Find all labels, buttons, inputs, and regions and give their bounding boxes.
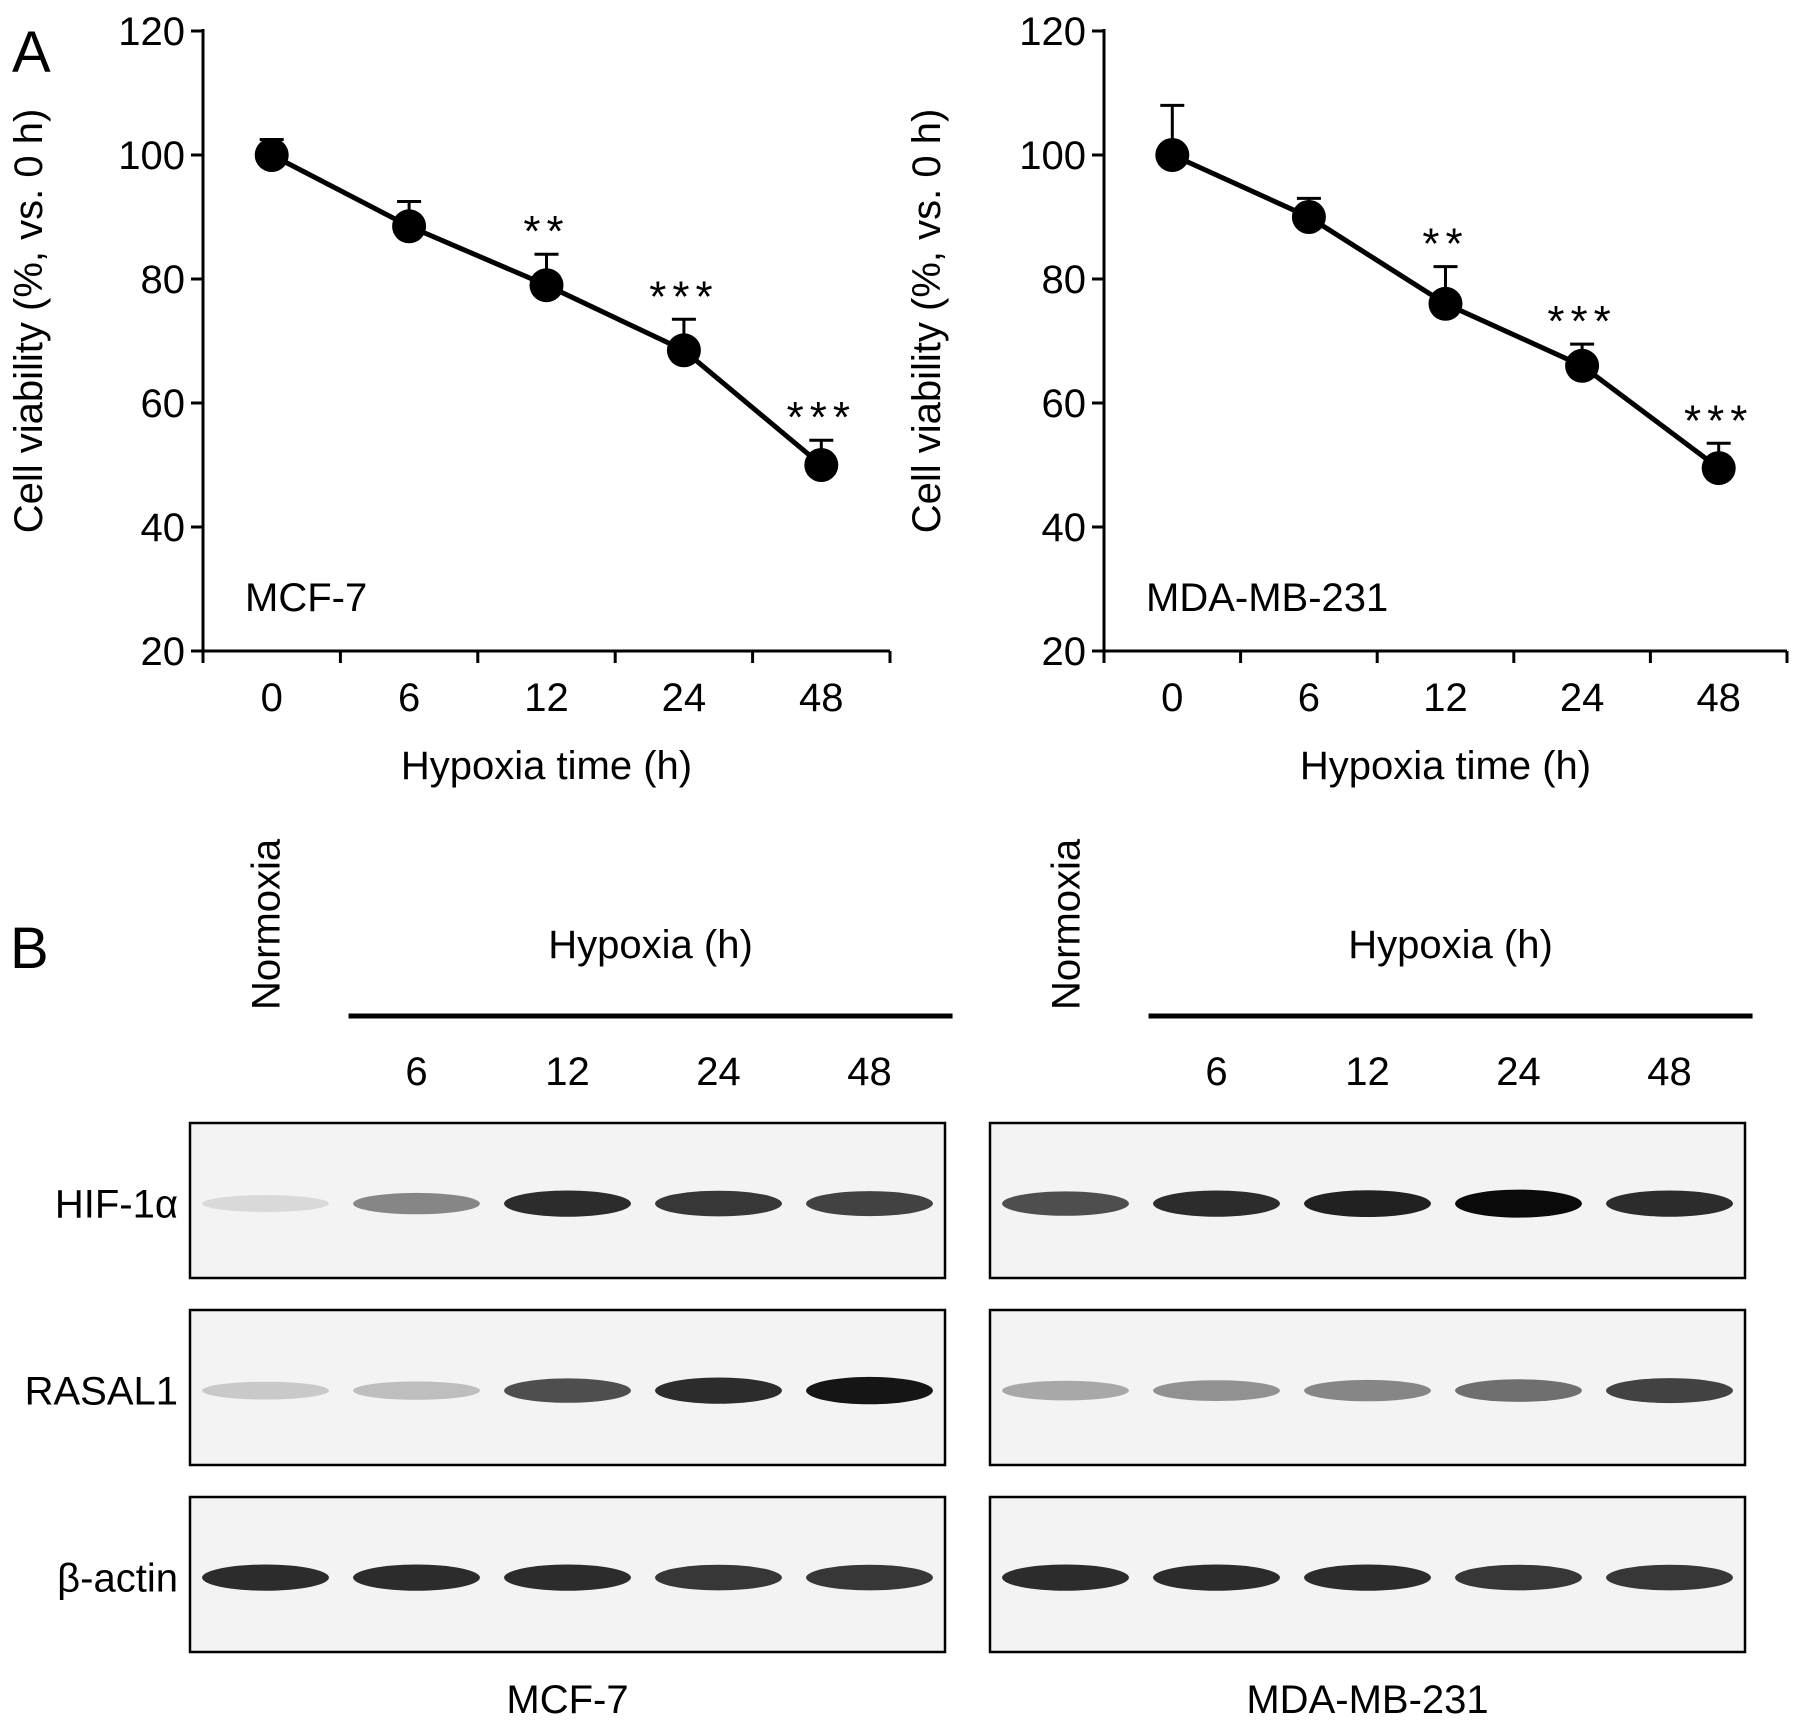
cell-line-label: MCF-7 — [506, 1678, 628, 1722]
blot-band — [1002, 1191, 1129, 1216]
data-point — [1565, 348, 1600, 383]
data-point — [1155, 138, 1190, 172]
blot-band — [504, 1564, 631, 1591]
panel-b-label: B — [10, 916, 49, 981]
blot-band — [1304, 1564, 1431, 1591]
x-tick-label: 24 — [1560, 676, 1605, 720]
y-axis-label: Cell viability (%, vs. 0 h) — [905, 109, 949, 534]
y-tick-label: 20 — [141, 630, 186, 674]
blot-band — [1455, 1564, 1582, 1591]
blot-band — [202, 1564, 329, 1591]
x-tick-label: 48 — [1696, 676, 1741, 720]
chart-mcf7: 20 40 60 80 100 120 0 6 12 24 48 Hypoxia time (h) Ce… — [7, 10, 892, 788]
blot-band — [1153, 1190, 1280, 1217]
y-tick-label: 40 — [141, 506, 186, 550]
significance-mark: *** — [649, 272, 718, 321]
y-tick-label: 120 — [118, 10, 185, 54]
blot-band — [504, 1190, 631, 1217]
blot-band — [353, 1192, 480, 1215]
blot-mdamb231: Normoxia Hypoxia (h) 6 12 24 48 MDA-MB-231 — [988, 838, 1753, 1722]
data-point — [392, 209, 427, 244]
blot-band — [1455, 1379, 1582, 1402]
chart-mdamb231: 20 40 60 80 100 120 0 6 12 24 48 Hypoxia time (h) Ce… — [905, 10, 1789, 788]
x-tick-label: 6 — [1298, 676, 1320, 720]
significance-mark: *** — [1547, 297, 1616, 346]
blot-band — [504, 1378, 631, 1403]
inset-label: MDA-MB-231 — [1146, 576, 1388, 620]
blot-band — [1455, 1189, 1582, 1218]
blot-band — [1153, 1380, 1280, 1401]
normoxia-label: Normoxia — [245, 838, 289, 1010]
y-tick-label: 60 — [1042, 382, 1087, 426]
data-point — [1291, 200, 1326, 234]
row-label: HIF-1α — [55, 1183, 178, 1227]
x-tick-label: 24 — [662, 676, 707, 720]
blot-band — [655, 1190, 782, 1217]
blot-band — [1002, 1380, 1129, 1401]
blot-band — [806, 1191, 933, 1217]
y-tick-label: 60 — [141, 382, 186, 426]
cell-line-label: MDA-MB-231 — [1246, 1678, 1488, 1722]
x-tick-label: 0 — [261, 676, 283, 720]
hypoxia-label: Hypoxia (h) — [1348, 923, 1553, 967]
x-axis-label: Hypoxia time (h) — [1300, 744, 1591, 788]
y-tick-label: 80 — [141, 258, 186, 302]
time-label: 6 — [1205, 1050, 1227, 1094]
y-tick-label: 100 — [1019, 134, 1086, 178]
significance-mark: ** — [523, 207, 569, 256]
x-tick-label: 48 — [799, 676, 844, 720]
blot-band — [1002, 1564, 1129, 1591]
time-label: 6 — [405, 1050, 427, 1094]
y-tick-label: 100 — [118, 134, 185, 178]
y-tick-label: 80 — [1042, 258, 1087, 302]
y-axis-label: Cell viability (%, vs. 0 h) — [7, 109, 51, 534]
blot-band — [1304, 1379, 1431, 1402]
blot-band — [1153, 1564, 1280, 1591]
data-point — [804, 448, 839, 482]
y-tick-label: 20 — [1042, 630, 1087, 674]
row-label: RASAL1 — [25, 1370, 178, 1414]
time-label: 48 — [847, 1050, 892, 1094]
data-point — [254, 138, 289, 172]
time-label: 48 — [1647, 1050, 1692, 1094]
data-point — [1428, 286, 1463, 321]
blot-band — [806, 1376, 933, 1405]
data-point — [529, 268, 564, 303]
x-tick-label: 6 — [398, 676, 420, 720]
series-line — [270, 152, 823, 467]
data-point — [1701, 451, 1736, 486]
y-tick-label: 40 — [1042, 506, 1087, 550]
x-axis-label: Hypoxia time (h) — [401, 744, 692, 788]
blot-band — [655, 1564, 782, 1591]
x-tick-label: 0 — [1161, 676, 1183, 720]
time-label: 24 — [696, 1050, 741, 1094]
row-label: β-actin — [57, 1557, 178, 1601]
time-label: 12 — [1345, 1050, 1390, 1094]
significance-mark: *** — [1684, 396, 1753, 445]
panel-a-label: A — [12, 20, 51, 85]
blot-band — [202, 1381, 329, 1400]
significance-mark: *** — [787, 393, 856, 442]
y-tick-label: 120 — [1019, 10, 1086, 54]
blot-band — [353, 1381, 480, 1400]
x-tick-label: 12 — [524, 676, 569, 720]
data-point — [666, 333, 701, 368]
hypoxia-label: Hypoxia (h) — [548, 923, 753, 967]
blot-band — [1304, 1190, 1431, 1217]
time-label: 24 — [1496, 1050, 1541, 1094]
x-tick-label: 12 — [1423, 676, 1468, 720]
significance-mark: ** — [1422, 220, 1468, 269]
blot-band — [202, 1195, 329, 1213]
inset-label: MCF-7 — [245, 576, 367, 620]
blot-band — [1606, 1564, 1733, 1591]
blot-band — [1606, 1378, 1733, 1404]
normoxia-label: Normoxia — [1045, 838, 1089, 1010]
blot-band — [353, 1564, 480, 1591]
blot-band — [655, 1377, 782, 1404]
blot-band — [806, 1564, 933, 1591]
blot-mcf7: Normoxia Hypoxia (h) 6 12 24 48 HIF-1α RASAL1 β-… — [25, 838, 953, 1722]
blot-band — [1606, 1190, 1733, 1217]
time-label: 12 — [545, 1050, 590, 1094]
